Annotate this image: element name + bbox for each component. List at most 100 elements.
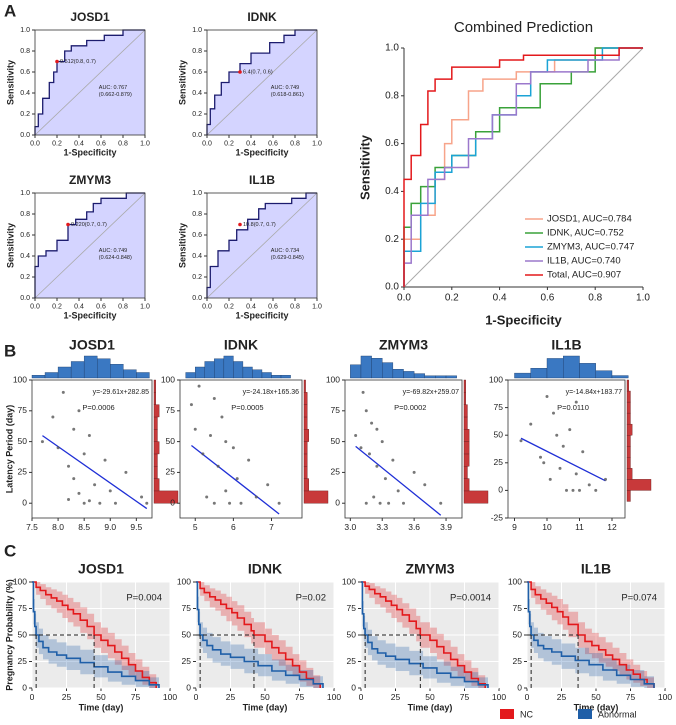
point [266,483,270,487]
point [209,433,212,437]
x-histogram-bar [413,373,425,379]
x-tick-label: 0.0 [30,140,40,147]
legend-label: Abnormal [598,709,637,719]
point [423,483,427,487]
x-histogram-bar [110,364,124,379]
x-tick-label: 9.0 [104,522,116,532]
roc-line [403,47,643,287]
x-histogram-bar [595,370,613,379]
point [375,427,379,431]
x-tick-label: 0.2 [445,293,459,304]
point [235,477,239,481]
x-tick-label: 0.4 [74,303,84,310]
survival-curve [527,581,655,688]
point [124,470,128,474]
point [391,458,395,462]
y-tick-label: 25 [18,467,28,477]
auc-label: (0.629-0.845) [271,255,304,261]
x-tick-label: 100 [163,692,177,702]
x-axis-label: 1-Specificity [235,147,288,157]
x-tick-label: 0.6 [96,303,106,310]
y-histogram-bar [153,429,158,442]
y-tick-label: 75 [18,603,28,613]
survival-curve [196,581,322,688]
x-tick-label: 0.0 [30,303,40,310]
x-tick-label: 75 [295,692,305,702]
point [145,501,149,505]
y-histogram-bar [303,416,308,430]
x-tick-label: 8.0 [52,522,64,532]
y-tick-label: 75 [182,603,192,613]
point [67,498,71,502]
y-histogram-bar [463,453,470,467]
point [574,400,578,404]
x-histogram-bar [424,375,436,379]
x-histogram-bar [97,358,111,379]
x-tick-label: 0 [525,692,530,702]
y-histogram-bar [626,479,652,491]
x-tick-label: 5 [193,522,198,532]
x-tick-label: 10 [542,522,552,532]
y-histogram-bar [303,404,308,418]
plot-frame [507,379,626,519]
x-tick-label: 12 [607,522,617,532]
chart: 0.0 0.2 0.4 0.6 0.8 1.0 0.0 0.2 0.4 0.6 0.8 1.0 1-Sp… [5,173,150,320]
x-axis-label: 1-Specificity [63,310,116,320]
x-histogram-bar [223,355,234,379]
point [372,495,376,499]
x-histogram-bar [83,355,98,379]
point [277,501,281,505]
y-histogram-bar [626,435,631,447]
legend-label: IDNK, AUC=0.752 [547,228,624,239]
x-tick-label: 50 [591,692,601,702]
y-tick-label: 75 [494,402,504,412]
p-value: P=0.0002 [394,403,426,412]
point [574,472,578,476]
cutoff-label: 10.8(0.7, 0.7) [243,222,276,228]
y-tick-label: 0.4 [20,253,30,260]
point [87,499,91,503]
chart-title: Combined Prediction [454,19,593,36]
y-tick-label: 1.0 [20,190,30,197]
x-axis-label: Time (day) [408,702,453,712]
y-tick-label: 75 [331,405,341,415]
y-tick-label: 0.0 [192,132,202,139]
point [402,501,405,505]
x-histogram-bar [403,371,415,379]
p-value: P=0.0110 [557,403,589,412]
chart-title: JOSD1 [69,337,115,353]
point [359,446,363,450]
y-tick-label: 0.6 [385,138,399,149]
y-tick-label: 0.4 [385,186,399,197]
x-tick-label: 100 [327,692,341,702]
point [82,501,86,505]
x-tick-label: 9.5 [130,522,142,532]
y-tick-label: 75 [166,405,176,415]
x-tick-label: 0.2 [52,303,62,310]
point [555,433,559,437]
chart-title: IDNK [224,337,258,353]
point [571,488,575,492]
x-axis-label: Time (day) [574,702,619,712]
legend-label: NC [520,709,533,719]
x-histogram-bar [242,366,253,379]
y-tick-label: 0.6 [192,232,202,239]
point [412,470,416,474]
equation: y=-14.84x+183.77 [566,389,623,396]
y-tick-label: 25 [182,656,192,666]
x-histogram-bar [57,366,72,379]
roc-line [403,47,643,287]
x-histogram-bar [195,366,205,379]
p-value: P=0.004 [126,593,162,604]
x-tick-label: 0.4 [246,140,256,147]
y-histogram-bar [153,416,158,430]
y-axis-label: Sensitivity [177,60,187,105]
y-tick-label: 25 [18,656,28,666]
plot-frame [34,29,146,136]
legend-swatch [578,709,592,719]
y-tick-label: 1.0 [20,27,30,34]
y-tick-label: 0.2 [192,274,202,281]
x-histogram-bar [579,363,596,379]
p-value: P=0.02 [296,593,326,604]
y-tick-label: 50 [18,436,28,446]
